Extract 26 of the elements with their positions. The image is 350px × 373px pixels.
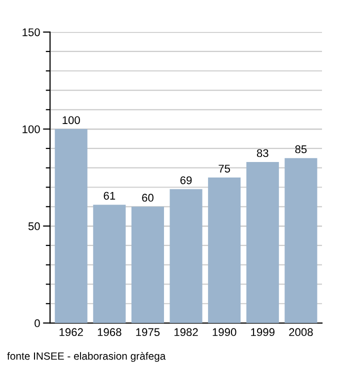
x-tick-label: 1999 xyxy=(251,328,274,336)
bar xyxy=(131,206,164,324)
bar xyxy=(54,129,88,324)
data-label: 69 xyxy=(180,176,192,184)
source-note: fonte INSEE - elaborasion gràfega xyxy=(7,352,166,362)
x-tick-label: 1990 xyxy=(212,328,236,336)
y-tick-label: 100 xyxy=(22,125,40,134)
data-label: 75 xyxy=(218,164,230,173)
data-label: 85 xyxy=(295,145,307,154)
bar xyxy=(170,189,202,324)
bar xyxy=(246,162,279,324)
data-label: 100 xyxy=(62,116,80,124)
y-tick-label: 0 xyxy=(34,319,40,328)
y-tick-label: 150 xyxy=(22,28,40,36)
y-tick-label: 50 xyxy=(28,222,40,230)
data-label: 61 xyxy=(104,192,116,200)
bar xyxy=(93,204,126,324)
bar xyxy=(208,178,241,324)
x-tick-label: 1962 xyxy=(60,328,83,336)
data-label: 60 xyxy=(142,194,154,202)
x-tick-label: 1968 xyxy=(98,328,122,336)
bar xyxy=(284,158,318,324)
data-label: 83 xyxy=(256,149,268,158)
x-tick-label: 1975 xyxy=(136,328,160,336)
x-tick-label: 1982 xyxy=(174,328,198,336)
x-tick-label: 2008 xyxy=(289,328,313,336)
